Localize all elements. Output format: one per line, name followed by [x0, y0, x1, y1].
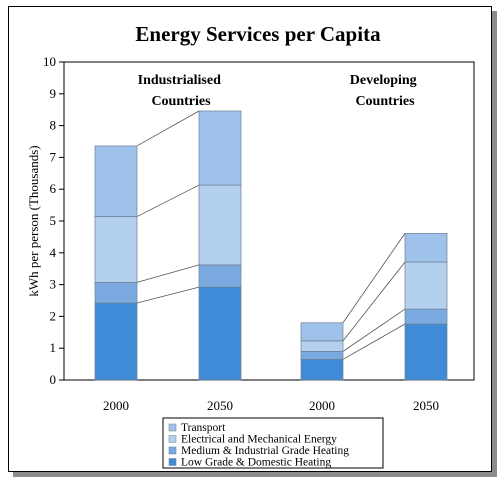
- bar-segment: [198, 110, 242, 186]
- group-label-developing-line2: Countries: [355, 94, 415, 109]
- y-tick-label: 5: [50, 213, 57, 228]
- y-tick-label: 6: [50, 181, 57, 196]
- legend-swatch: [168, 446, 177, 455]
- y-tick-label: 8: [50, 118, 57, 133]
- connector-line: [136, 184, 200, 217]
- group-label-industrialised: Industrialised Countries: [138, 73, 225, 109]
- bar-segment: [198, 286, 242, 381]
- y-tick-label: 7: [50, 149, 57, 164]
- bar-segment: [404, 261, 448, 310]
- legend-swatch: [168, 458, 177, 466]
- bar-segment: [94, 302, 138, 381]
- connector-line: [136, 110, 200, 147]
- y-axis-label: kWh per person (Thousands): [26, 145, 41, 296]
- connector-line: [342, 308, 406, 352]
- bar-segment: [300, 340, 344, 352]
- y-tick-label: 9: [50, 86, 57, 101]
- bar-segment: [300, 351, 344, 360]
- x-tick-label: 2050: [207, 398, 233, 413]
- x-tick-label: 2000: [309, 398, 335, 413]
- chart-title: Energy Services per Capita: [135, 22, 381, 46]
- legend-label: Transport: [181, 422, 226, 434]
- bar-segment: [404, 323, 448, 381]
- group-label-developing: Developing Countries: [350, 73, 420, 109]
- connector-line: [136, 264, 200, 283]
- legend-label: Low Grade & Domestic Heating: [181, 457, 331, 469]
- y-tick-label: 3: [50, 277, 57, 292]
- y-tick-label: 0: [50, 372, 57, 387]
- legend-label: Electrical and Mechanical Energy: [181, 434, 337, 446]
- y-tick-label: 10: [43, 54, 56, 69]
- legend-swatch: [168, 435, 177, 443]
- bar-segment: [94, 145, 138, 217]
- connector-line: [342, 261, 406, 342]
- legend-swatch: [168, 423, 177, 432]
- bar-segment: [300, 358, 344, 381]
- group-label-industrialised-line1: Industrialised: [138, 73, 221, 88]
- x-tick-label: 2050: [413, 398, 439, 413]
- connector-line: [342, 323, 406, 360]
- y-tick-label: 4: [50, 245, 57, 260]
- legend-box: [162, 417, 384, 469]
- bar-segment: [94, 282, 138, 304]
- connector-line: [342, 233, 406, 323]
- y-tick-label: 2: [50, 308, 57, 323]
- bar-segment: [404, 233, 448, 263]
- bar-segment: [404, 308, 448, 325]
- bar-segment: [198, 184, 242, 266]
- group-label-industrialised-line2: Countries: [151, 94, 211, 109]
- x-tick-label: 2000: [103, 398, 129, 413]
- bar-segment: [94, 216, 138, 283]
- group-label-developing-line1: Developing: [350, 73, 417, 88]
- plot-area: 0 1 2 3 4 5 6 7 8 9 10 2000 2050 2000 2050: [43, 54, 475, 413]
- legend-label: Medium & Industrial Grade Heating: [181, 445, 349, 457]
- connector-line: [136, 286, 200, 304]
- bar-segment: [198, 264, 242, 288]
- bar-segment: [300, 322, 344, 342]
- y-tick-label: 1: [50, 340, 57, 355]
